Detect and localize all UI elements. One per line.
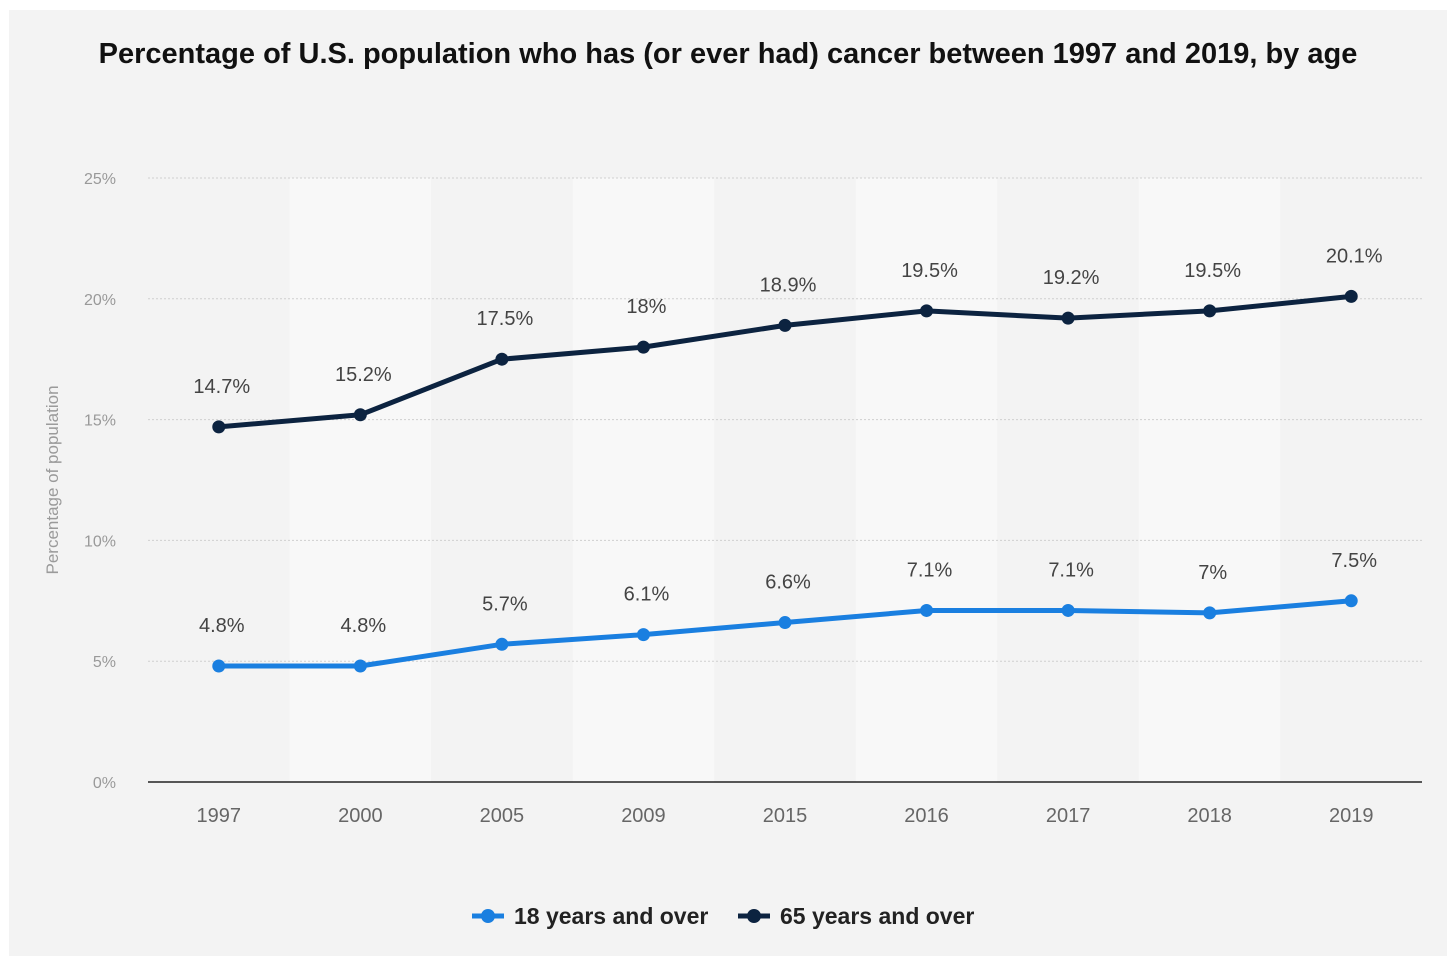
data-label: 4.8% <box>341 615 387 637</box>
category-bands <box>148 178 1422 782</box>
legend-dot-marker <box>481 909 495 923</box>
data-label: 6.1% <box>624 584 670 606</box>
category-band <box>572 178 715 782</box>
category-band <box>714 178 856 782</box>
data-point[interactable] <box>1344 594 1358 608</box>
x-tick-label: 2019 <box>1329 805 1374 827</box>
data-label: 20.1% <box>1326 245 1383 267</box>
legend-item[interactable]: 65 years and over <box>738 903 974 929</box>
data-label: 19.5% <box>901 260 958 282</box>
y-axis-ticks: 0% 5% 10% 15% 20% 25% <box>84 171 116 792</box>
y-tick-label: 15% <box>84 413 116 430</box>
data-point[interactable] <box>920 304 934 318</box>
data-label: 15.2% <box>335 364 392 386</box>
data-label: 5.7% <box>482 593 528 615</box>
category-band <box>1138 178 1281 782</box>
data-label: 19.5% <box>1184 260 1241 282</box>
data-label: 7% <box>1198 562 1227 584</box>
x-tick-label: 2018 <box>1187 805 1232 827</box>
x-tick-label: 2005 <box>480 805 525 827</box>
category-band <box>289 178 432 782</box>
x-tick-label: 2017 <box>1046 805 1091 827</box>
category-band <box>431 178 573 782</box>
series-lines: 4.8% 4.8%5.7% 6.1%6.6%7.1% 7.1% 7%7.5%14.7%1… <box>193 245 1383 673</box>
data-point[interactable] <box>1203 606 1217 620</box>
data-label: 4.8% <box>199 615 245 637</box>
x-tick-label: 2000 <box>338 805 383 827</box>
legend-item[interactable]: 18 years and over <box>472 903 708 929</box>
data-point[interactable] <box>212 659 226 673</box>
y-axis-label: Percentage of population <box>43 385 62 574</box>
data-point[interactable] <box>636 628 650 642</box>
x-tick-label: 2015 <box>763 805 808 827</box>
data-label: 18% <box>626 296 666 318</box>
chart-title: Percentage of U.S. population who has (o… <box>98 38 1358 70</box>
data-label: 7.5% <box>1331 550 1377 572</box>
data-point[interactable] <box>212 420 226 434</box>
data-label: 14.7% <box>193 376 250 398</box>
data-point[interactable] <box>1203 304 1217 318</box>
data-point[interactable] <box>1061 603 1075 617</box>
x-tick-label: 2009 <box>621 805 666 827</box>
series-group: 4.8% 4.8% 5.7% 6.1% 6.6% 7.1% 7.1% 7% 7.5% <box>199 550 1377 673</box>
data-point[interactable] <box>920 603 934 617</box>
category-band <box>855 178 998 782</box>
category-band <box>997 178 1139 782</box>
data-point[interactable] <box>353 659 367 673</box>
data-point[interactable] <box>636 340 650 354</box>
x-axis-ticks: 1997 2000 2005 2009 2015 2016 2017 2018 2019 <box>197 805 1374 827</box>
legend: 18 years and over 65 years and over <box>472 903 974 929</box>
category-band <box>1280 178 1422 782</box>
legend-label: 18 years and over <box>514 903 708 929</box>
series-group: 14.7% 15.2% 17.5% 18% 18.9% 19.5% 19.2% 19.5% 20… <box>193 245 1383 434</box>
y-tick-label: 0% <box>93 775 116 792</box>
y-tick-label: 20% <box>84 292 116 309</box>
data-point[interactable] <box>778 318 792 332</box>
data-label: 18.9% <box>760 274 817 296</box>
legend-dot-marker <box>747 909 761 923</box>
data-point[interactable] <box>495 352 509 366</box>
data-label: 6.6% <box>765 572 811 594</box>
category-band <box>148 178 290 782</box>
y-tick-label: 10% <box>84 533 116 550</box>
data-point[interactable] <box>778 616 792 630</box>
data-point[interactable] <box>353 408 367 422</box>
y-tick-label: 25% <box>84 171 116 188</box>
data-point[interactable] <box>495 637 509 651</box>
x-tick-label: 1997 <box>197 805 242 827</box>
data-label: 7.1% <box>907 559 953 581</box>
y-tick-label: 5% <box>93 654 116 671</box>
data-label: 7.1% <box>1048 559 1094 581</box>
data-point[interactable] <box>1061 311 1075 325</box>
x-tick-label: 2016 <box>904 805 949 827</box>
data-label: 17.5% <box>477 308 534 330</box>
data-label: 19.2% <box>1043 267 1100 289</box>
legend-label: 65 years and over <box>780 903 974 929</box>
data-point[interactable] <box>1344 289 1358 303</box>
